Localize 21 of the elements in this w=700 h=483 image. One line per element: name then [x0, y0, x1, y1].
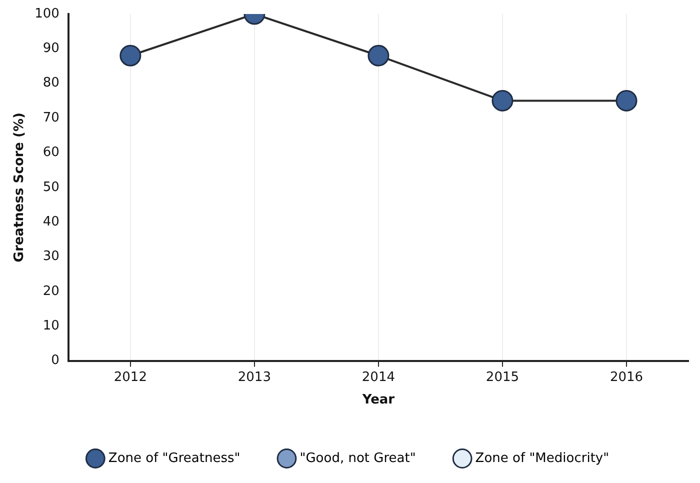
x-tick-label: 2013	[238, 370, 271, 385]
legend-label: "Good, not Great"	[300, 450, 416, 466]
legend-label: Zone of "Mediocrity"	[475, 450, 610, 466]
y-tick-label: 70	[42, 110, 60, 126]
x-tick-label: 2015	[486, 370, 520, 385]
y-tick-label: 50	[42, 180, 60, 195]
x-tick-label: 2016	[610, 370, 644, 385]
y-tick-label: 0	[51, 353, 60, 368]
x-tick-label: 2014	[362, 370, 396, 385]
y-tick-label: 60	[42, 145, 60, 160]
x-axis-title: Year	[361, 392, 396, 408]
y-tick-label: 10	[42, 318, 60, 334]
y-tick-label: 90	[42, 41, 60, 56]
y-axis-title: Greatness Score (%)	[12, 112, 28, 262]
y-tick-label: 100	[34, 6, 60, 22]
y-tick-label: 20	[42, 284, 60, 299]
x-tick-label: 2012	[114, 370, 147, 385]
legend-label: Zone of "Greatness"	[108, 450, 240, 466]
y-tick-label: 40	[42, 214, 60, 230]
y-tick-label: 30	[42, 249, 60, 264]
y-tick-label: 80	[42, 76, 60, 91]
